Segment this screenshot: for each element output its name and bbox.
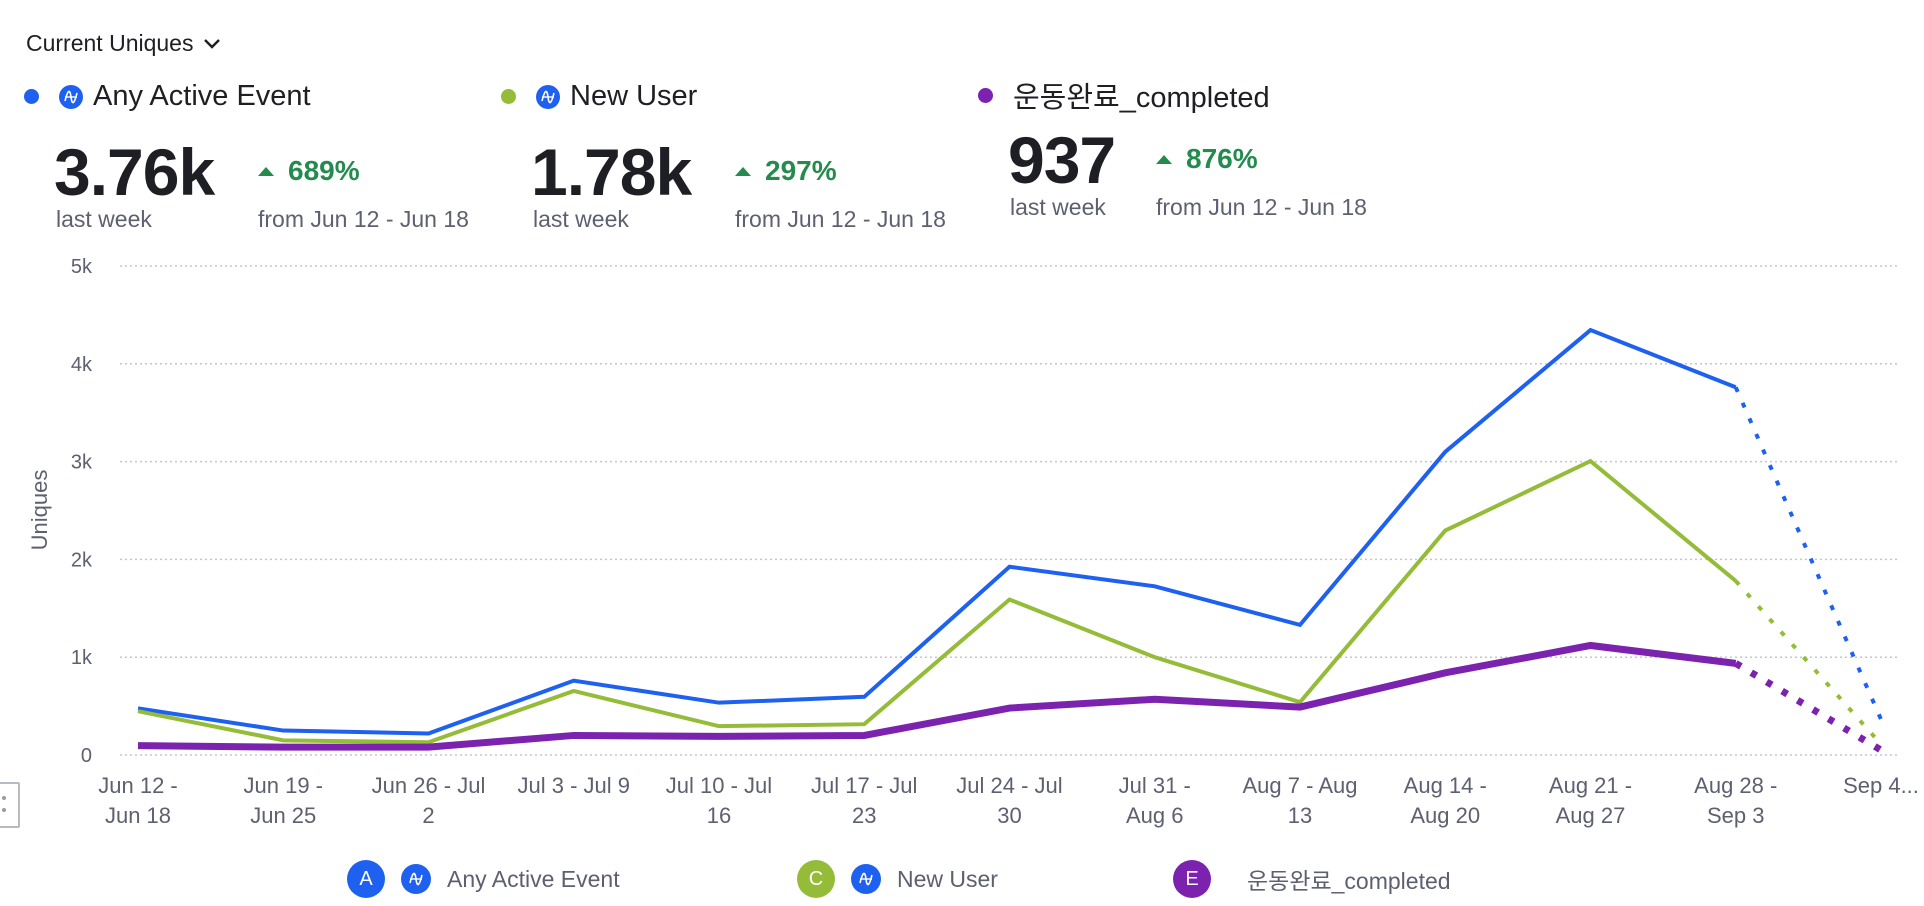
metric-dropdown[interactable]: Current Uniques	[26, 30, 221, 57]
series-line-incomplete[interactable]	[1733, 386, 1883, 721]
trend-up-icon	[258, 166, 274, 176]
x-tick-label: Jul 17 - Jul 23	[811, 773, 917, 828]
series-line-incomplete[interactable]	[1733, 660, 1883, 754]
series-color-dot	[24, 89, 39, 104]
card-value: 937	[1008, 123, 1116, 197]
x-tick-label: Jul 10 - Jul 16	[666, 773, 772, 828]
series-badge: E	[1173, 860, 1211, 898]
card-change-caption: from Jun 12 - Jun 18	[258, 206, 469, 232]
line-chart: 0 1k 2k 3k 4k 5k Uniques Jun 12 -Jun 18 Jun 19…	[27, 256, 1919, 828]
y-tick-label: 3k	[71, 452, 93, 474]
x-axis: Jun 12 -Jun 18 Jun 19 -Jun 25 Jun 26 - Jul…	[98, 773, 1919, 828]
series-1	[137, 327, 1883, 736]
legend-label: 운동완료_completed	[1247, 868, 1451, 894]
amplitude-event-icon	[401, 864, 431, 894]
amplitude-event-icon	[59, 84, 83, 109]
y-tick-label: 0	[81, 745, 92, 767]
series-line[interactable]	[137, 327, 1737, 736]
series-badge: A	[347, 860, 385, 898]
series-color-dot	[501, 89, 516, 104]
card-change-caption: from Jun 12 - Jun 18	[1156, 194, 1367, 220]
series-line[interactable]	[137, 458, 1738, 745]
y-axis: 0 1k 2k 3k 4k 5k	[71, 256, 93, 767]
card-title: 운동완료_completed	[1013, 82, 1270, 114]
x-tick-label: Jun 19 -Jun 25	[244, 773, 324, 828]
card-value: 3.76k	[54, 135, 215, 209]
x-tick-label: Jul 24 - Jul 30	[956, 773, 1062, 828]
legend-item-new-user[interactable]: C New User	[797, 860, 998, 898]
card-change-caption: from Jun 12 - Jun 18	[735, 206, 946, 232]
card-value-caption: last week	[56, 206, 152, 232]
chart-legend: A Any Active Event C New User E 운동완료_com…	[0, 860, 1924, 900]
amplitude-event-icon	[851, 864, 881, 894]
y-axis-title: Uniques	[27, 470, 52, 551]
card-title: Any Active Event	[93, 80, 311, 112]
legend-label: New User	[897, 865, 998, 892]
trend-up-icon	[735, 166, 751, 176]
x-tick-label: Jul 3 - Jul 9	[518, 773, 631, 798]
series-3	[137, 641, 1883, 754]
gridlines	[120, 265, 1900, 756]
card-change-value: 876%	[1186, 143, 1258, 174]
x-tick-label: Jun 12 -Jun 18	[98, 773, 178, 828]
series-lines	[137, 327, 1883, 754]
card-change: 689%	[258, 155, 360, 187]
legend-item-any-active-event[interactable]: A Any Active Event	[347, 860, 620, 898]
card-change: 876%	[1156, 143, 1258, 175]
y-tick-label: 5k	[71, 256, 93, 278]
card-change: 297%	[735, 155, 837, 187]
series-2	[137, 458, 1883, 746]
card-title: New User	[570, 80, 698, 112]
series-color-dot	[978, 87, 993, 103]
metric-dropdown-label: Current Uniques	[26, 30, 194, 56]
y-tick-label: 1k	[71, 647, 93, 669]
card-value: 1.78k	[531, 135, 692, 209]
series-line-incomplete[interactable]	[1734, 579, 1883, 746]
card-change-value: 297%	[765, 155, 837, 186]
legend-item-workout-completed[interactable]: E 운동완료_completed	[1173, 860, 1451, 898]
card-change-value: 689%	[288, 155, 360, 186]
panel-collapse-handle[interactable]	[0, 782, 20, 828]
x-tick-label: Sep 4...	[1843, 773, 1919, 798]
x-tick-label: Aug 28 -Sep 3	[1694, 773, 1777, 828]
y-tick-label: 4k	[71, 354, 93, 376]
x-tick-label: Jul 31 -Aug 6	[1119, 773, 1191, 828]
x-tick-label: Jun 26 - Jul 2	[372, 773, 486, 828]
chevron-down-icon	[204, 38, 221, 49]
x-tick-label: Aug 21 -Aug 27	[1549, 773, 1632, 828]
series-line[interactable]	[137, 641, 1737, 751]
y-tick-label: 2k	[71, 549, 93, 571]
card-value-caption: last week	[1010, 194, 1106, 220]
series-badge: C	[797, 860, 835, 898]
x-tick-label: Aug 7 - Aug 13	[1243, 773, 1358, 828]
trend-up-icon	[1156, 154, 1172, 164]
x-tick-label: Aug 14 -Aug 20	[1404, 773, 1487, 828]
amplitude-event-icon	[536, 84, 560, 109]
card-value-caption: last week	[533, 206, 629, 232]
legend-label: Any Active Event	[447, 865, 620, 892]
